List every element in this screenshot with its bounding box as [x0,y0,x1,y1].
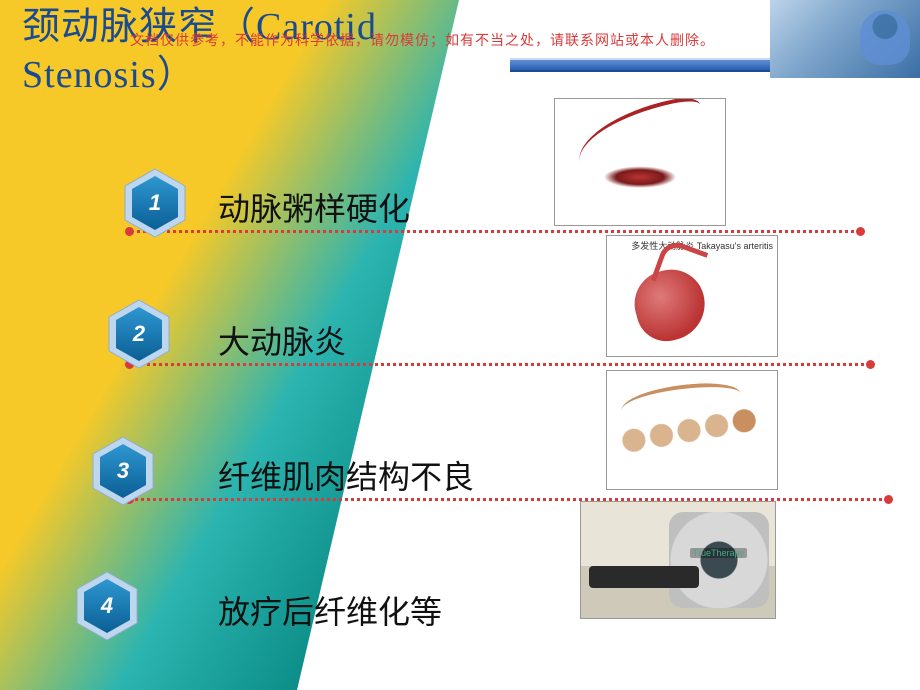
thumbnail-caption: 多发性大动脉炎 Takayasu's arteritis [631,242,773,252]
thumbnail-caption: TrueTherapy [690,548,747,558]
dotted-divider [130,230,860,233]
item-number: 2 [133,321,145,347]
item-label: 大动脉炎 [218,317,346,363]
item-number: 4 [101,593,113,619]
hexagon-badge: 2 [108,299,170,369]
item-number: 3 [117,458,129,484]
hexagon-badge: 3 [92,436,154,506]
list-item: 1 动脉粥样硬化 [0,130,920,265]
list-item: 3 纤维肌肉结构不良 [0,400,920,535]
item-label: 纤维肌肉结构不良 [218,452,474,498]
dotted-divider [130,363,870,366]
thumbnail-heart: 多发性大动脉炎 Takayasu's arteritis [606,235,778,357]
list-item: 2 大动脉炎 多发性大动脉炎 Takayasu's arteritis [0,265,920,400]
thumbnail-scanner: TrueTherapy [580,501,776,619]
item-label: 动脉粥样硬化 [218,184,410,230]
disclaimer-text: 文档仅供参考，不能作为科学依据，请勿模仿；如有不当之处，请联系网站或本人删除。 [130,30,715,50]
thumbnail-fibro [606,370,778,490]
slide: 文档仅供参考，不能作为科学依据，请勿模仿；如有不当之处，请联系网站或本人删除。 … [0,0,920,690]
banner-photo [770,0,920,78]
thumbnail-artery [554,98,726,226]
list-item: 4 放疗后纤维化等 TrueTherapy [0,535,920,670]
item-label: 放疗后纤维化等 [218,587,442,633]
hexagon-badge: 1 [124,168,186,238]
item-list: 1 动脉粥样硬化 2 大动脉炎 多发性大动脉炎 Takayasu's arter… [0,130,920,670]
item-number: 1 [149,190,161,216]
banner-bar [510,58,770,72]
hexagon-badge: 4 [76,571,138,641]
page-title: 颈动脉狭窄（Carotid Stenosis） [22,4,377,99]
